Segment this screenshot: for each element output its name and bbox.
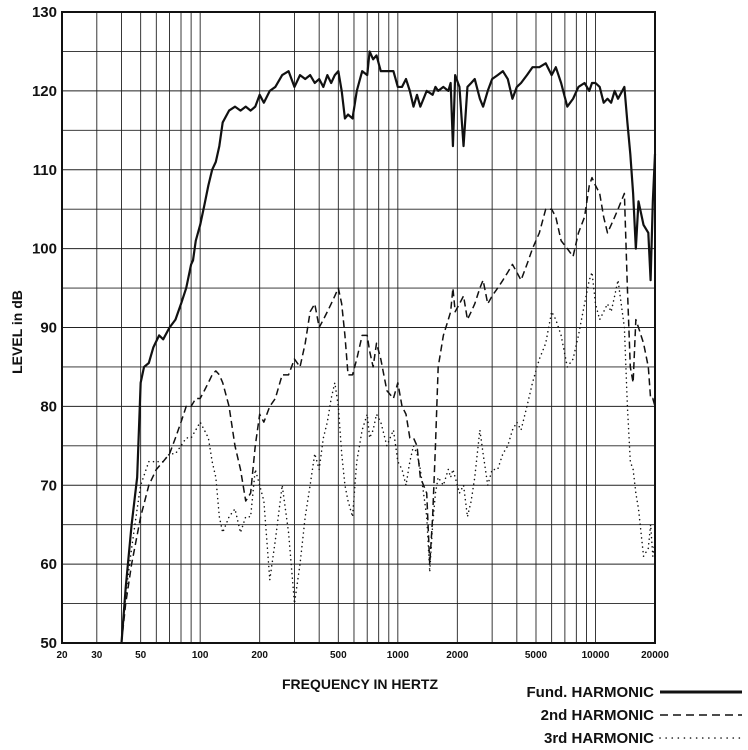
legend-label: Fund. HARMONIC <box>527 684 655 701</box>
y-tick-label: 120 <box>32 83 57 100</box>
x-tick-label: 500 <box>330 650 347 661</box>
x-tick-label: 50 <box>135 650 147 661</box>
x-tick-label: 100 <box>192 650 209 661</box>
y-tick-label: 90 <box>40 320 57 337</box>
series-line-3 <box>120 271 656 644</box>
y-axis-label: LEVEL in dB <box>9 290 25 374</box>
x-tick-label: 10000 <box>582 650 610 661</box>
x-tick-label: 2000 <box>446 650 469 661</box>
x-tick-labels: 20 30 50 100 200 500 1000 2000 5000 10000 20000 <box>56 650 669 661</box>
y-tick-label: 110 <box>33 162 57 179</box>
chart-legend: Fund. HARMONIC 2nd HARMONIC 3rd HARMONIC <box>527 684 743 747</box>
legend-label: 2nd HARMONIC <box>541 707 654 724</box>
y-tick-label: 70 <box>40 477 57 494</box>
x-tick-label: 20 <box>56 650 68 661</box>
plot-frame <box>61 11 656 644</box>
series-layer <box>120 50 657 644</box>
x-tick-label: 20000 <box>641 650 669 661</box>
chart-grid <box>61 11 656 644</box>
series-line-2 <box>120 176 656 644</box>
y-tick-label: 80 <box>40 398 57 415</box>
x-tick-label: 200 <box>251 650 268 661</box>
x-tick-label: 30 <box>91 650 103 661</box>
y-tick-label: 60 <box>40 556 57 573</box>
y-tick-label: 100 <box>32 241 57 258</box>
series-line-1 <box>120 50 657 644</box>
legend-label: 3rd HARMONIC <box>544 730 654 747</box>
y-tick-labels: 50 60 70 80 90 100 110 120 130 <box>32 4 57 652</box>
x-tick-label: 5000 <box>525 650 548 661</box>
y-tick-label: 130 <box>32 4 57 21</box>
y-tick-label: 50 <box>40 635 57 652</box>
x-axis-label: FREQUENCY IN HERTZ <box>282 676 439 692</box>
x-tick-label: 1000 <box>387 650 410 661</box>
